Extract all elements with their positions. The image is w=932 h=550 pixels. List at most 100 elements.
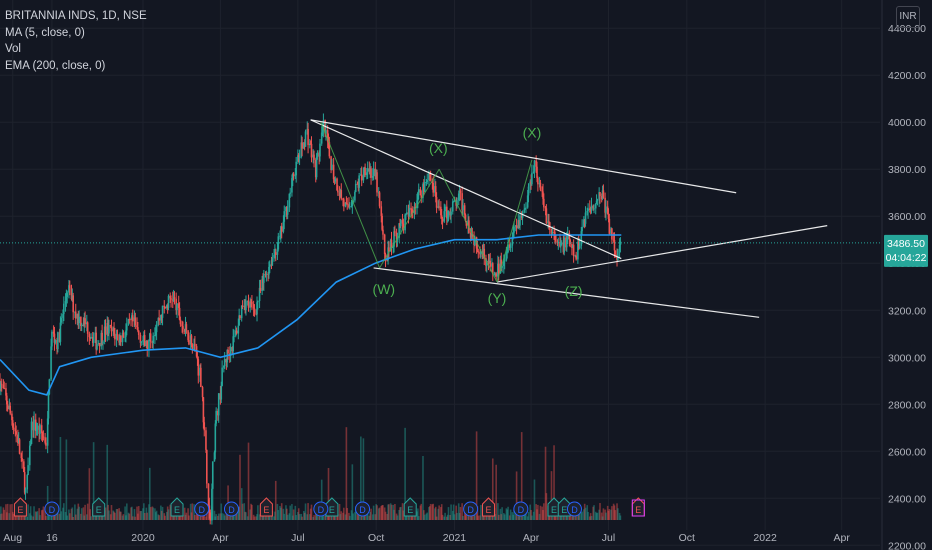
candle-body [392, 246, 394, 249]
time-tick-label: 2021 [443, 532, 467, 544]
wave-labels: (X) (W) (Y) (X) (Z) [373, 125, 583, 307]
candle-body [489, 260, 492, 267]
candle-body [562, 242, 565, 253]
candle-body [8, 405, 11, 410]
volume-bar [604, 509, 606, 520]
volume-bar [480, 504, 482, 520]
candle-body [357, 184, 360, 188]
volume-bar [602, 508, 605, 520]
trendlines[interactable] [310, 119, 828, 318]
candle-body [92, 338, 95, 343]
candle-body [331, 164, 333, 170]
volume-bar [267, 513, 269, 520]
volume-bar [90, 516, 92, 520]
candle-body [529, 181, 532, 187]
wave-line [496, 159, 533, 283]
candle-body [154, 334, 156, 336]
volume-bar [350, 510, 353, 520]
candle-body [80, 316, 82, 326]
candle-body [221, 367, 223, 386]
candlesticks[interactable] [0, 113, 622, 525]
candle-body [532, 171, 535, 173]
indicator-ema[interactable]: EMA (200, close, 0) [5, 59, 106, 72]
time-axis[interactable]: Aug 16 2020 Apr Jul Oct 2021 Apr Jul Oct 2022 Apr [3, 532, 850, 544]
volume-bar [146, 512, 149, 520]
candle-body [480, 251, 482, 255]
candle-body [370, 168, 372, 178]
candle-body [217, 410, 219, 416]
volume-bar [127, 512, 130, 520]
volume-bar [12, 513, 15, 520]
volume-bar [559, 514, 561, 520]
candle-body [383, 234, 386, 254]
volume-bar [258, 514, 261, 520]
candle-body [108, 325, 110, 334]
candle-body [59, 322, 62, 342]
volume-bar [453, 514, 456, 520]
volume-bar [291, 504, 293, 520]
candle-body [554, 235, 557, 241]
volume-bar [301, 516, 303, 520]
price-badge: 3486.50 04:04:22 [884, 234, 928, 267]
volume-bar [345, 427, 348, 520]
volume-bar [253, 516, 256, 520]
candle-body [407, 212, 410, 217]
volume-bar [243, 503, 246, 520]
candle-body [116, 334, 119, 336]
candle-body [545, 208, 548, 224]
candle-body [518, 220, 520, 226]
volume-bar [390, 504, 393, 520]
candle-body [554, 232, 556, 236]
candle-body [438, 206, 440, 208]
candle-body [240, 305, 243, 319]
candle-body [74, 311, 77, 319]
dividend-marker-shape [194, 501, 210, 517]
volume-bar [587, 511, 589, 520]
volume-bar [326, 514, 329, 520]
volume-bar [605, 512, 607, 520]
time-tick-label: Jul [291, 532, 304, 544]
candle-body [306, 128, 309, 132]
candle-body [223, 366, 225, 368]
event-markers[interactable]: E E E E E E E E E ED D D D D D D D [13, 497, 645, 517]
price-tick-label: 4000.00 [888, 117, 926, 129]
volume-bar [606, 505, 609, 520]
candle-body [587, 208, 589, 211]
volume-bar [268, 515, 271, 520]
candle-body [542, 191, 544, 199]
candle-body [270, 264, 273, 266]
volume-bar [568, 514, 571, 520]
indicator-ma[interactable]: MA (5, close, 0) [5, 26, 85, 39]
candle-body [446, 206, 448, 219]
candle-body [608, 218, 611, 234]
volume-bar [503, 514, 506, 520]
candle-body [575, 255, 577, 260]
candle-body [543, 198, 545, 208]
volume-bar [382, 505, 384, 520]
candle-body [182, 326, 184, 329]
time-tick-label: Jul [602, 532, 615, 544]
volume-bar [372, 505, 375, 520]
volume-bar [550, 471, 553, 520]
candle-body [130, 319, 132, 321]
volume-bar [185, 512, 188, 520]
currency-label[interactable]: INR [896, 6, 920, 28]
wave-lines[interactable] [320, 122, 533, 283]
symbol-title[interactable]: BRITANNIA INDS, 1D, NSE [5, 10, 147, 22]
candle-body [503, 261, 505, 267]
volume-bar [68, 509, 70, 520]
volume-bar [362, 438, 365, 520]
indicator-vol[interactable]: Vol [5, 43, 21, 55]
candle-body [282, 221, 285, 232]
candle-body [491, 263, 493, 267]
volume-bar [400, 506, 402, 520]
volume-bar [58, 513, 61, 520]
ema-200-path [0, 234, 622, 396]
wave-label: (X) [523, 125, 542, 141]
volume-bar [50, 515, 52, 520]
candle-body [348, 204, 350, 208]
earnings-marker-letter: E [486, 505, 492, 515]
dividend-marker-letter: D [467, 505, 474, 515]
candle-body [611, 228, 613, 240]
